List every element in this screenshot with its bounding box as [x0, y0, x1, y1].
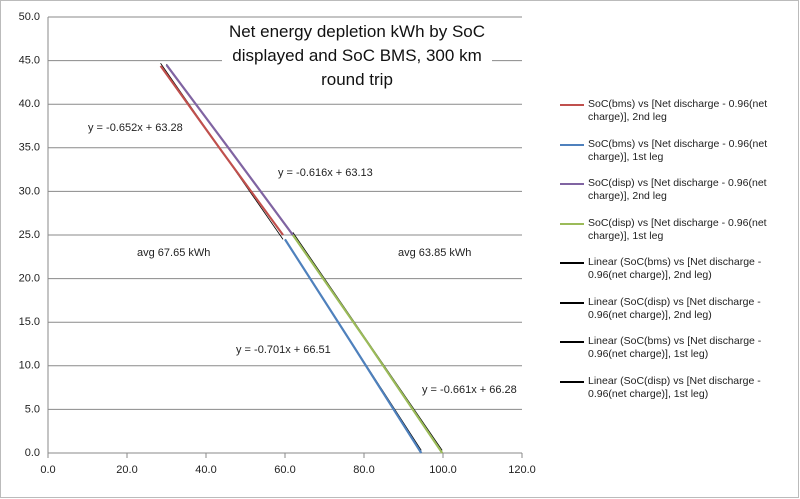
y-tick-label: 5.0	[25, 403, 40, 415]
y-tick-label: 0.0	[25, 447, 40, 459]
x-tick-label: 80.0	[353, 464, 374, 476]
x-tick-label: 120.0	[508, 464, 536, 476]
legend-swatch	[560, 262, 584, 264]
legend-label: SoC(disp) vs [Net discharge - 0.96(net c…	[588, 177, 767, 202]
y-tick-label: 30.0	[19, 185, 40, 197]
y-tick-label: 10.0	[19, 360, 40, 372]
legend-entry: SoC(disp) vs [Net discharge - 0.96(net c…	[560, 217, 782, 257]
legend-label: Linear (SoC(disp) vs [Net discharge - 0.…	[588, 374, 761, 400]
legend-entry: SoC(disp) vs [Net discharge - 0.96(net c…	[560, 177, 782, 217]
y-tick-label: 40.0	[19, 98, 40, 110]
legend-entry: Linear (SoC(bms) vs [Net discharge - 0.9…	[560, 335, 782, 375]
x-tick-label: 40.0	[195, 464, 216, 476]
annotation: avg 67.65 kWh	[137, 247, 210, 259]
x-tick-label: 60.0	[274, 464, 295, 476]
legend-entry: Linear (SoC(disp) vs [Net discharge - 0.…	[560, 296, 782, 336]
legend-label: Linear (SoC(bms) vs [Net discharge - 0.9…	[588, 256, 762, 281]
legend-swatch	[560, 183, 584, 185]
legend: SoC(bms) vs [Net discharge - 0.96(net ch…	[560, 98, 782, 414]
legend-entry: Linear (SoC(disp) vs [Net discharge - 0.…	[560, 375, 782, 415]
legend-swatch	[560, 380, 584, 383]
legend-entry: SoC(bms) vs [Net discharge - 0.96(net ch…	[560, 98, 782, 138]
legend-label: SoC(bms) vs [Net discharge - 0.96(net ch…	[588, 98, 768, 123]
legend-swatch	[560, 301, 584, 304]
data-line	[284, 238, 423, 454]
annotation: y = -0.701x + 66.51	[236, 344, 331, 356]
legend-swatch	[560, 341, 584, 343]
annotation: y = -0.616x + 63.13	[278, 167, 373, 179]
annotation: y = -0.661x + 66.28	[422, 384, 517, 396]
legend-label: Linear (SoC(disp) vs [Net discharge - 0.…	[588, 295, 761, 321]
x-tick-label: 0.0	[40, 464, 55, 476]
annotation: avg 63.85 kWh	[398, 247, 471, 259]
legend-swatch	[560, 222, 584, 225]
data-line	[159, 65, 284, 236]
chart-title: Net energy depletion kWh by SoC displaye…	[222, 20, 492, 92]
y-tick-label: 50.0	[19, 11, 40, 23]
legend-swatch	[560, 143, 584, 146]
legend-swatch	[560, 104, 584, 106]
legend-label: Linear (SoC(bms) vs [Net discharge - 0.9…	[588, 335, 762, 360]
legend-label: SoC(bms) vs [Net discharge - 0.96(net ch…	[588, 137, 768, 163]
legend-entry: Linear (SoC(bms) vs [Net discharge - 0.9…	[560, 256, 782, 296]
y-tick-label: 45.0	[19, 55, 40, 67]
x-tick-label: 100.0	[429, 464, 457, 476]
legend-label: SoC(disp) vs [Net discharge - 0.96(net c…	[588, 216, 767, 242]
x-tick-label: 20.0	[116, 464, 137, 476]
annotation: y = -0.652x + 63.28	[88, 122, 183, 134]
y-tick-label: 35.0	[19, 142, 40, 154]
data-line	[165, 64, 294, 236]
y-tick-label: 20.0	[19, 273, 40, 285]
data-line	[291, 234, 444, 454]
y-tick-label: 15.0	[19, 316, 40, 328]
y-tick-label: 25.0	[19, 229, 40, 241]
legend-entry: SoC(bms) vs [Net discharge - 0.96(net ch…	[560, 138, 782, 178]
